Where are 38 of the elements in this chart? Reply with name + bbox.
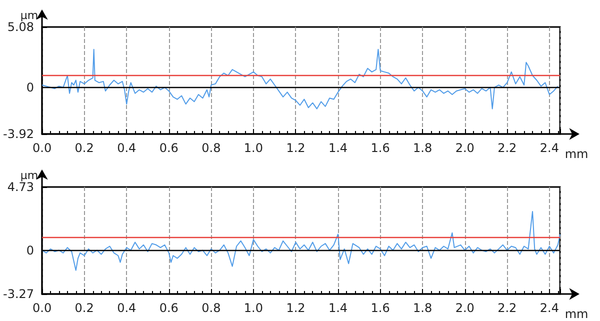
x-tick-label: 0.6 [159,141,178,155]
x-tick-label: 0.8 [202,141,221,155]
x-tick-label: 1.2 [286,141,306,155]
x-tick-label: 1.0 [244,141,264,155]
x-tick-label: 2.2 [498,301,517,315]
x-tick-label: 0.2 [74,301,94,315]
x-tick-label: 1.0 [244,301,264,315]
x-tick-label: 0.6 [159,301,178,315]
y-tick-label: 5.08 [7,20,34,34]
x-axis-title: mm [564,307,588,321]
x-tick-label: 1.4 [328,141,348,155]
x-tick-label: 0.0 [32,301,52,315]
y-tick-label: 0 [26,243,34,258]
x-tick-label: 2.0 [455,141,474,155]
x-tick-label: 2.4 [540,301,559,315]
y-tick-label: -3.27 [2,287,34,301]
x-tick-label: 1.6 [370,141,390,155]
x-tick-label: 0.2 [74,141,94,155]
x-tick-label: 1.8 [413,141,432,155]
x-tick-label: 0.4 [117,141,136,155]
x-axis-title: mm [564,147,588,161]
y-tick-label: -3.92 [2,127,34,141]
y-axis-title: µm [20,169,38,182]
line-series [42,48,558,110]
y-tick-label: 4.73 [7,180,34,194]
x-tick-label: 0.8 [202,301,221,315]
x-tick-label: 1.8 [413,301,432,315]
x-tick-label: 1.4 [328,301,348,315]
x-tick-label: 0.4 [117,301,136,315]
x-tick-label: 2.2 [498,141,517,155]
x-tick-label: 2.0 [455,301,474,315]
x-tick-label: 2.4 [540,141,559,155]
y-tick-label: 0 [26,80,34,94]
y-axis-title: µm [20,9,38,22]
x-tick-label: 0.0 [32,141,52,155]
x-tick-label: 1.6 [370,301,390,315]
line-series [42,210,560,271]
x-tick-label: 1.2 [286,301,306,315]
